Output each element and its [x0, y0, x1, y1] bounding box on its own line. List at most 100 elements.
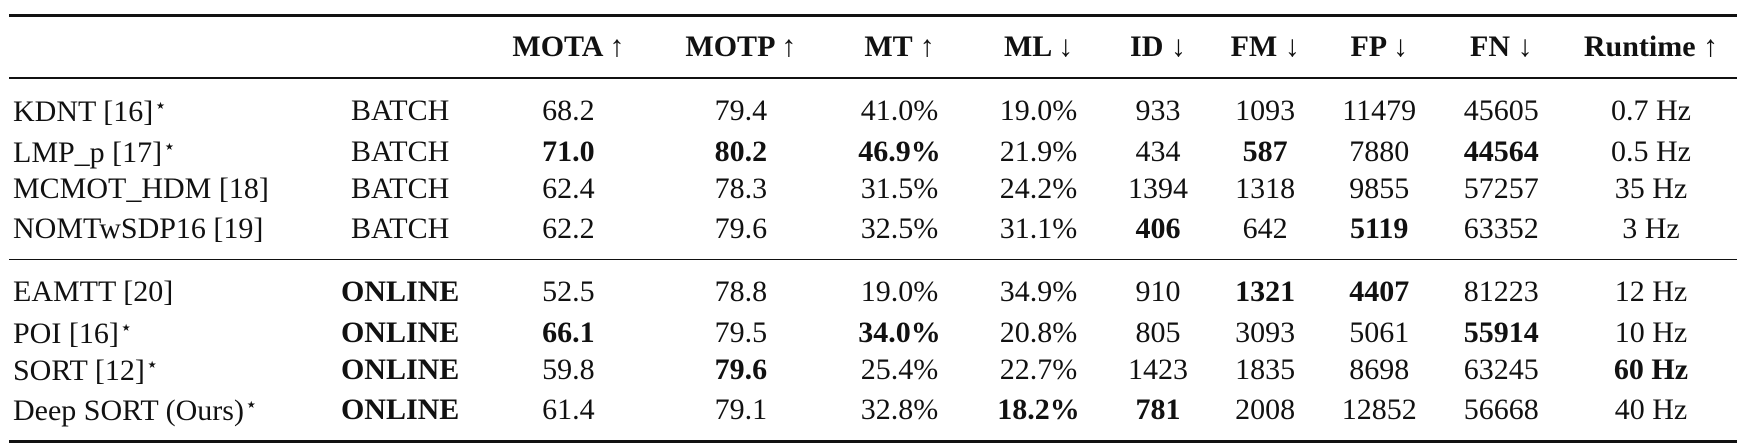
cell-method: LMP_p [17]⋆ — [9, 133, 317, 170]
cell-fp: 5119 — [1350, 212, 1409, 245]
cell-fm: 2008 — [1235, 393, 1296, 426]
cell-id: 1423 — [1127, 352, 1188, 386]
cell-mode: BATCH — [350, 94, 450, 127]
cell-mt: 32.8% — [860, 393, 939, 426]
header-id: ID ↓ — [1130, 30, 1186, 63]
method-name: Deep SORT (Ours) — [13, 394, 244, 427]
method-name: SORT [12] — [13, 353, 145, 387]
header-fm: FM ↓ — [1230, 30, 1300, 63]
header-mt: MT ↑ — [864, 30, 935, 63]
table-row: NOMTwSDP16 [19] BATCH 62.2 79.6 32.5% 31.1% 40… — [9, 207, 1737, 260]
cell-method: POI [16]⋆ — [9, 314, 317, 351]
cell-mt: 31.5% — [860, 171, 939, 205]
cell-runtime: 12 Hz — [1614, 274, 1688, 308]
table-row: POI [16]⋆ ONLINE 66.1 79.5 34.0% 20.8% 805 3093… — [9, 314, 1737, 351]
cell-fp: 8698 — [1349, 352, 1410, 386]
method-name: LMP_p [17] — [13, 135, 163, 169]
method-name: NOMTwSDP16 [19] — [13, 212, 264, 245]
cell-method: NOMTwSDP16 [19] — [9, 207, 317, 260]
cell-motp: 80.2 — [714, 134, 768, 168]
cell-method: SORT [12]⋆ — [9, 351, 317, 388]
cell-fm: 3093 — [1235, 315, 1296, 349]
cell-method: Deep SORT (Ours)⋆ — [9, 388, 317, 442]
results-table: MOTA ↑ MOTP ↑ MT ↑ ML ↓ ID ↓ FM ↓ FP ↓ F… — [9, 14, 1737, 443]
cell-id: 1394 — [1127, 171, 1188, 205]
header-row: MOTA ↑ MOTP ↑ MT ↑ ML ↓ ID ↓ FM ↓ FP ↓ F… — [9, 15, 1737, 79]
cell-id: 805 — [1135, 315, 1181, 349]
header-motp: MOTP ↑ — [685, 30, 797, 63]
cell-fn: 56668 — [1463, 393, 1539, 426]
table-row: MCMOT_HDM [18] BATCH 62.4 78.3 31.5% 24.2% 139… — [9, 170, 1737, 207]
cell-motp: 79.4 — [714, 94, 768, 127]
cell-ml: 31.1% — [999, 212, 1078, 245]
table-row: LMP_p [17]⋆ BATCH 71.0 80.2 46.9% 21.9% 434 587… — [9, 133, 1737, 170]
cell-fm: 587 — [1242, 134, 1288, 168]
table-row: EAMTT [20] ONLINE 52.5 78.8 19.0% 34.9% 910 132… — [9, 259, 1737, 315]
cell-ml: 22.7% — [999, 352, 1078, 386]
cell-ml: 34.9% — [999, 274, 1078, 308]
cell-fp: 9855 — [1349, 171, 1410, 205]
cell-motp: 79.6 — [714, 212, 768, 245]
star-marker: ⋆ — [163, 135, 176, 158]
cell-mota: 61.4 — [542, 393, 595, 426]
table-row: SORT [12]⋆ ONLINE 59.8 79.6 25.4% 22.7% 1423 18… — [9, 351, 1737, 388]
cell-motp: 78.8 — [714, 274, 768, 308]
cell-runtime: 0.5 Hz — [1610, 134, 1691, 168]
cell-motp: 79.6 — [714, 352, 768, 386]
star-marker: ⋆ — [154, 95, 167, 117]
cell-ml: 20.8% — [999, 315, 1078, 349]
cell-mode: ONLINE — [340, 315, 460, 349]
cell-mota: 62.2 — [542, 212, 595, 245]
cell-ml: 24.2% — [999, 171, 1078, 205]
cell-fp: 11479 — [1342, 94, 1417, 127]
cell-mt: 41.0% — [860, 94, 939, 127]
cell-fp: 4407 — [1349, 274, 1410, 308]
cell-motp: 79.5 — [714, 315, 768, 349]
cell-mt: 19.0% — [860, 274, 939, 308]
cell-method: MCMOT_HDM [18] — [9, 170, 317, 207]
cell-mota: 68.2 — [542, 94, 595, 127]
cell-fp: 12852 — [1341, 393, 1417, 426]
cell-mode: BATCH — [350, 134, 450, 168]
table-row: Deep SORT (Ours)⋆ ONLINE 61.4 79.1 32.8% 18.2… — [9, 388, 1737, 442]
cell-fn: 63352 — [1463, 212, 1539, 245]
cell-motp: 79.1 — [714, 393, 768, 426]
star-marker: ⋆ — [244, 394, 258, 416]
cell-mt: 32.5% — [860, 212, 939, 245]
header-fp: FP ↓ — [1350, 30, 1408, 63]
method-name: MCMOT_HDM [18] — [13, 171, 269, 205]
cell-runtime: 60 Hz — [1613, 352, 1689, 386]
cell-mode: ONLINE — [340, 274, 460, 308]
cell-mota: 52.5 — [542, 274, 595, 308]
cell-mota: 62.4 — [542, 171, 595, 205]
header-runtime: Runtime ↑ — [1583, 30, 1719, 63]
cell-fn: 81223 — [1463, 274, 1539, 308]
cell-runtime: 35 Hz — [1614, 171, 1688, 205]
star-marker: ⋆ — [145, 353, 159, 376]
cell-id: 933 — [1135, 94, 1181, 127]
header-mota: MOTA ↑ — [512, 30, 625, 63]
cell-ml: 18.2% — [997, 393, 1080, 426]
cell-fm: 1835 — [1235, 352, 1296, 386]
cell-id: 781 — [1135, 393, 1181, 426]
method-name: KDNT [16] — [13, 95, 154, 128]
method-name: EAMTT [20] — [13, 274, 174, 308]
header-ml: ML ↓ — [1003, 30, 1074, 63]
cell-mode: BATCH — [350, 212, 450, 245]
cell-mt: 34.0% — [858, 315, 941, 349]
header-method — [9, 16, 317, 79]
cell-runtime: 0.7 Hz — [1610, 94, 1691, 127]
cell-runtime: 40 Hz — [1614, 393, 1688, 426]
cell-ml: 19.0% — [999, 94, 1078, 127]
cell-fn: 55914 — [1463, 315, 1539, 349]
cell-fm: 642 — [1242, 212, 1288, 245]
header-fn: FN ↓ — [1470, 30, 1533, 63]
cell-mode: BATCH — [350, 171, 450, 205]
cell-runtime: 3 Hz — [1622, 212, 1680, 245]
cell-id: 434 — [1135, 134, 1181, 168]
cell-id: 406 — [1135, 212, 1181, 245]
table-body: KDNT [16]⋆ BATCH 68.2 79.4 41.0% 19.0% 933 1093… — [9, 78, 1737, 442]
cell-method: KDNT [16]⋆ — [9, 78, 317, 133]
cell-fp: 7880 — [1349, 134, 1410, 168]
